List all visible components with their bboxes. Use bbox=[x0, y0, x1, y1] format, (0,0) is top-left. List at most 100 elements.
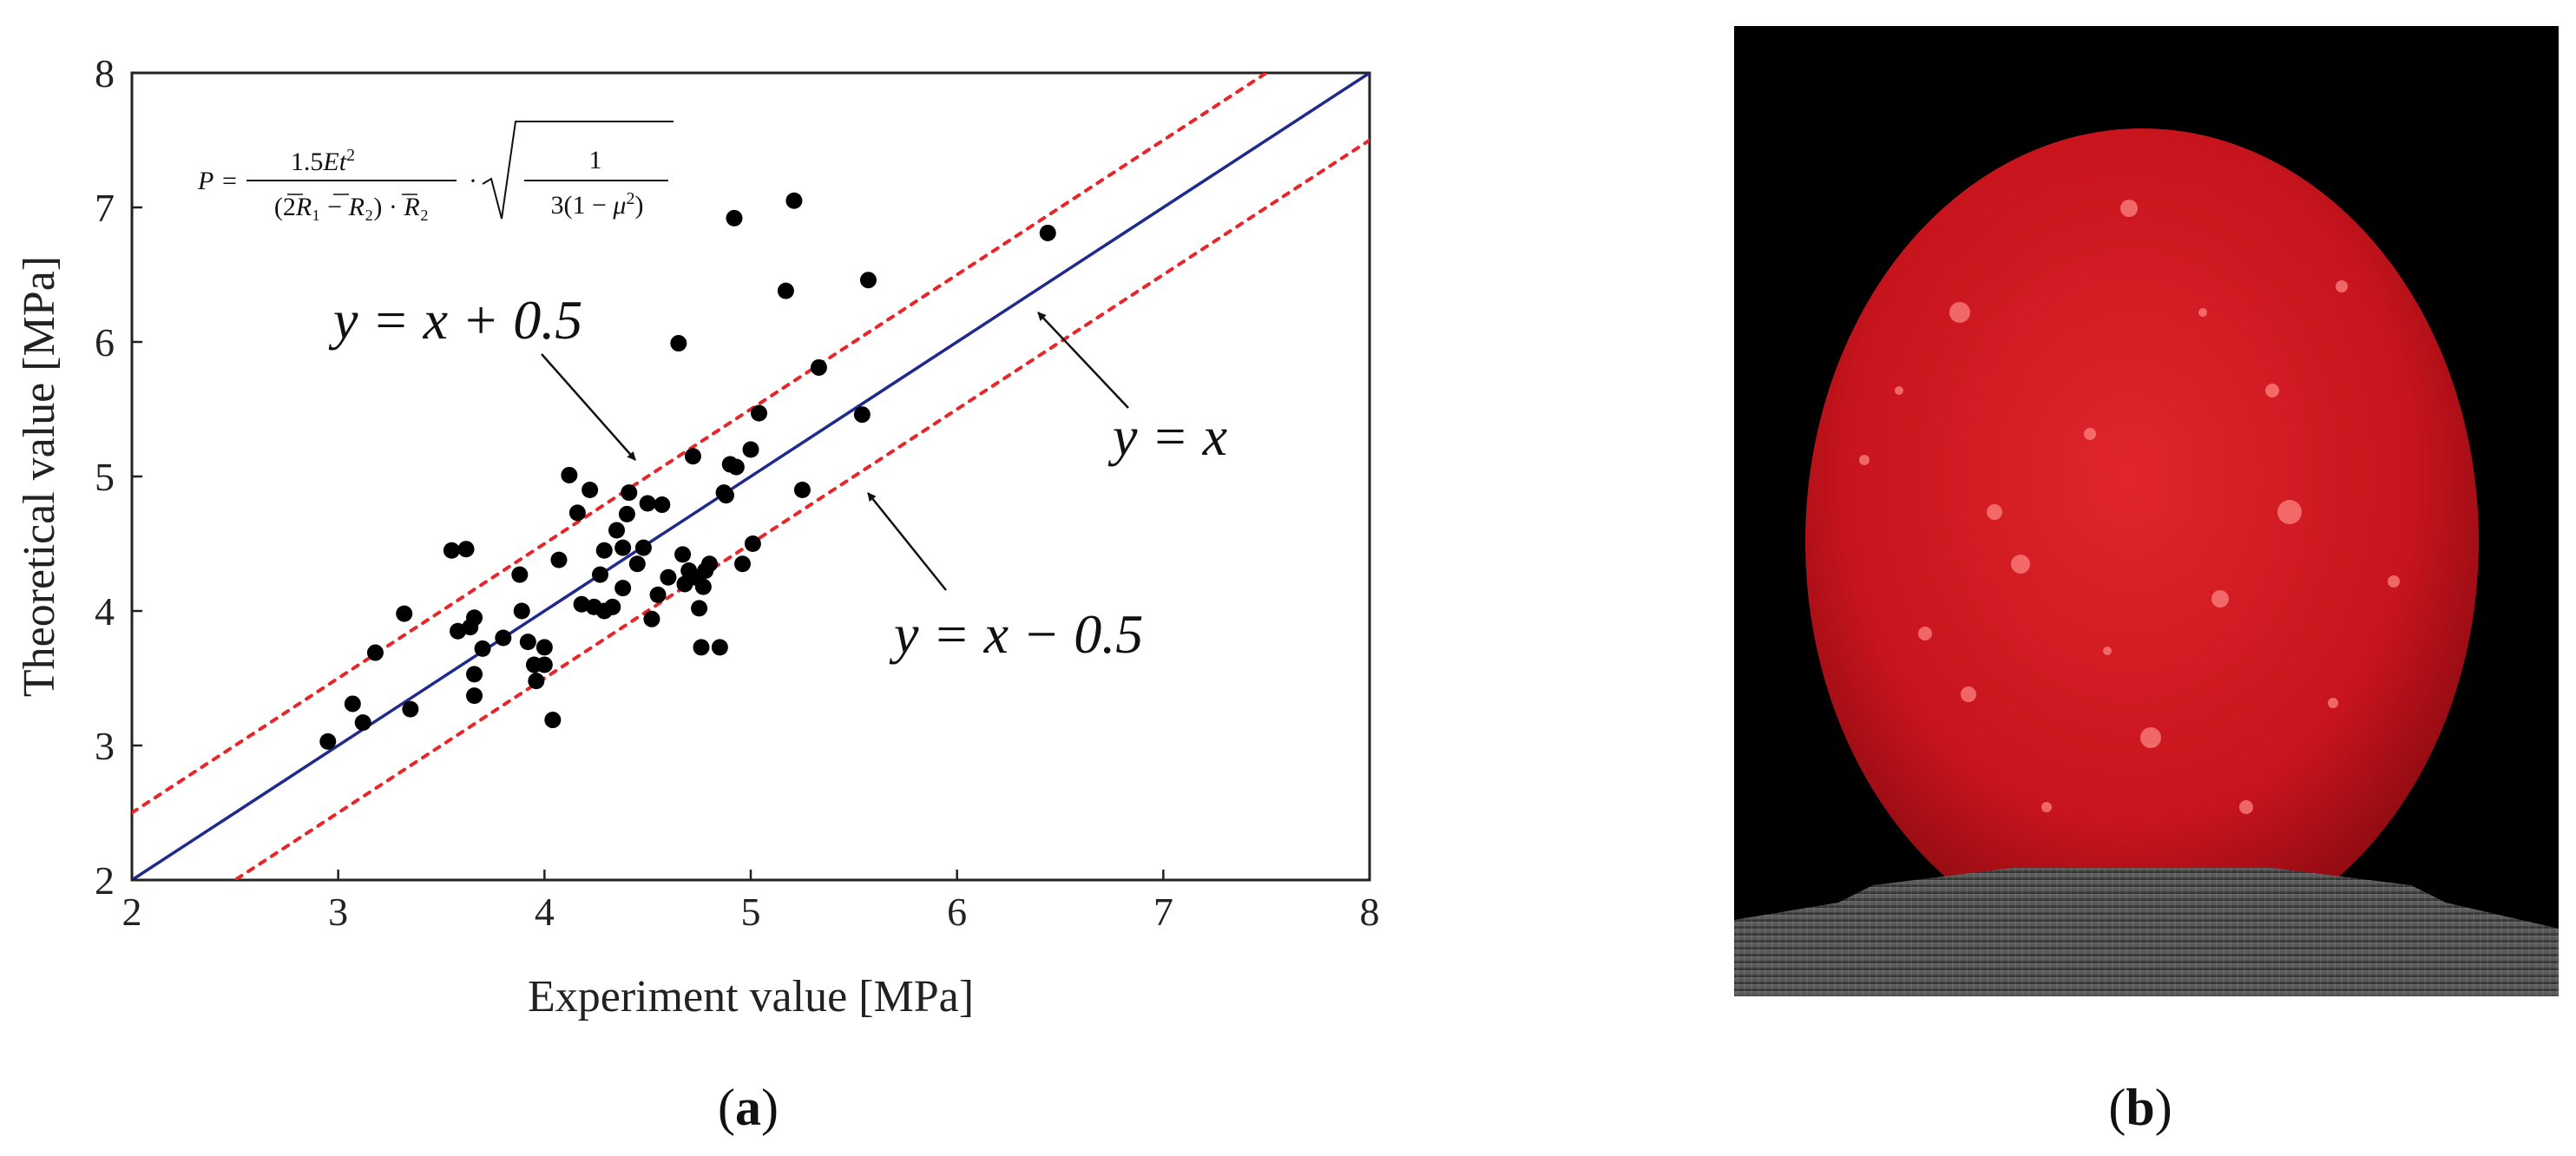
y-tick-label-4: 6 bbox=[95, 320, 115, 365]
egg-shape bbox=[1805, 128, 2479, 955]
data-point-0 bbox=[319, 732, 337, 750]
data-point-51 bbox=[691, 600, 708, 617]
x-tick-label-4: 6 bbox=[947, 890, 967, 934]
data-point-7 bbox=[450, 622, 467, 640]
x-tick-label-3: 5 bbox=[741, 890, 761, 934]
data-point-66 bbox=[777, 282, 794, 299]
data-point-35 bbox=[614, 539, 632, 556]
y-tick-label-2: 4 bbox=[95, 589, 115, 634]
data-point-49 bbox=[684, 448, 701, 465]
data-point-27 bbox=[582, 482, 599, 498]
data-point-72 bbox=[1039, 224, 1056, 241]
data-point-29 bbox=[592, 566, 609, 583]
y-axis-title: Theoretical value [MPa] bbox=[15, 256, 64, 697]
data-point-71 bbox=[859, 272, 877, 289]
x-tick-label-5: 7 bbox=[1153, 890, 1173, 934]
data-point-37 bbox=[621, 484, 638, 502]
data-point-4 bbox=[396, 605, 413, 622]
data-point-11 bbox=[466, 666, 483, 683]
data-point-32 bbox=[604, 598, 621, 615]
svg-text:1: 1 bbox=[589, 146, 602, 174]
data-point-34 bbox=[614, 580, 632, 597]
data-point-53 bbox=[694, 578, 712, 595]
data-point-70 bbox=[853, 406, 871, 424]
svg-text:1.5Et2: 1.5Et2 bbox=[291, 146, 355, 176]
data-point-42 bbox=[649, 586, 667, 603]
data-point-36 bbox=[618, 505, 635, 522]
x-tick-label-2: 4 bbox=[535, 890, 555, 934]
y-tick-label-1: 3 bbox=[95, 724, 115, 768]
formula: P = 1.5Et2 (2R₁ − R₂) · R₂ · 1 3(1 − μ2) bbox=[197, 121, 674, 221]
svg-text:·: · bbox=[469, 167, 477, 195]
data-point-21 bbox=[536, 656, 553, 673]
panel-b-label: (b) bbox=[2108, 1079, 2172, 1136]
svg-text:y = x: y = x bbox=[1107, 405, 1227, 467]
panel-a-label: (a) bbox=[718, 1079, 779, 1136]
data-points bbox=[319, 192, 1056, 750]
data-point-3 bbox=[366, 644, 384, 661]
x-tick-label-6: 8 bbox=[1360, 890, 1380, 934]
data-point-45 bbox=[670, 335, 687, 352]
egg-speckles bbox=[1859, 200, 2400, 814]
data-point-52 bbox=[693, 639, 710, 656]
data-point-10 bbox=[466, 609, 483, 627]
egg-photo bbox=[1734, 26, 2559, 996]
data-point-58 bbox=[717, 487, 734, 504]
data-point-33 bbox=[608, 522, 626, 539]
data-point-43 bbox=[654, 496, 671, 514]
data-point-41 bbox=[643, 610, 660, 627]
data-point-64 bbox=[744, 535, 761, 552]
data-point-17 bbox=[519, 634, 536, 651]
data-point-44 bbox=[660, 568, 677, 586]
svg-text:y = x + 0.5: y = x + 0.5 bbox=[328, 289, 582, 351]
annotation-y-eq-x: y = x bbox=[1037, 312, 1227, 467]
y-tick-label-5: 7 bbox=[95, 186, 115, 230]
data-point-19 bbox=[528, 673, 545, 690]
x-tick-label-0: 2 bbox=[122, 890, 142, 934]
annotation-y-eq-x-plus-half: y = x + 0.5 bbox=[328, 289, 636, 461]
data-point-23 bbox=[550, 551, 568, 568]
data-point-22 bbox=[544, 712, 562, 729]
data-point-2 bbox=[354, 714, 371, 732]
data-point-46 bbox=[674, 546, 692, 563]
data-point-65 bbox=[751, 404, 768, 422]
data-point-39 bbox=[634, 539, 652, 556]
reference-line-0 bbox=[132, 73, 1370, 880]
data-point-5 bbox=[402, 700, 419, 718]
data-point-31 bbox=[595, 542, 613, 559]
svg-text:(2R₁ − R₂) · R₂: (2R₁ − R₂) · R₂ bbox=[274, 193, 429, 221]
axis-ticks: 2 3 4 5 6 7 8 2 3 4 5 6 7 8 bbox=[95, 51, 1380, 934]
x-tick-label-1: 3 bbox=[328, 890, 348, 934]
scatter-chart: 2 3 4 5 6 7 8 2 3 4 5 6 7 8 Experiment value [MPa] Th… bbox=[15, 51, 1380, 1136]
x-axis-title: Experiment value [MPa] bbox=[528, 972, 974, 1021]
data-point-56 bbox=[711, 639, 728, 656]
data-point-69 bbox=[810, 358, 827, 376]
knitted-base bbox=[1734, 868, 2559, 996]
data-point-55 bbox=[700, 555, 718, 573]
data-point-25 bbox=[568, 504, 586, 522]
data-point-12 bbox=[466, 687, 483, 705]
data-point-14 bbox=[495, 629, 512, 647]
data-point-15 bbox=[511, 566, 529, 583]
svg-text:3(1 − μ2): 3(1 − μ2) bbox=[551, 189, 644, 220]
data-point-24 bbox=[561, 466, 578, 483]
data-point-6 bbox=[443, 542, 460, 559]
data-point-38 bbox=[628, 555, 646, 573]
svg-text:P: P bbox=[197, 167, 214, 195]
data-point-61 bbox=[727, 458, 745, 476]
data-point-67 bbox=[785, 192, 803, 209]
data-point-40 bbox=[639, 495, 656, 512]
data-point-20 bbox=[536, 639, 553, 656]
data-point-8 bbox=[457, 541, 475, 558]
y-tick-label-0: 2 bbox=[95, 858, 115, 903]
data-point-26 bbox=[573, 595, 590, 613]
data-point-62 bbox=[733, 555, 751, 573]
data-point-13 bbox=[474, 640, 491, 657]
svg-text:y = x − 0.5: y = x − 0.5 bbox=[889, 603, 1143, 665]
data-point-16 bbox=[513, 602, 530, 620]
data-point-60 bbox=[726, 209, 743, 227]
data-point-68 bbox=[793, 482, 811, 498]
annotation-y-eq-x-minus-half: y = x − 0.5 bbox=[867, 492, 1143, 665]
y-tick-label-3: 5 bbox=[95, 455, 115, 499]
y-tick-label-6: 8 bbox=[95, 51, 115, 95]
